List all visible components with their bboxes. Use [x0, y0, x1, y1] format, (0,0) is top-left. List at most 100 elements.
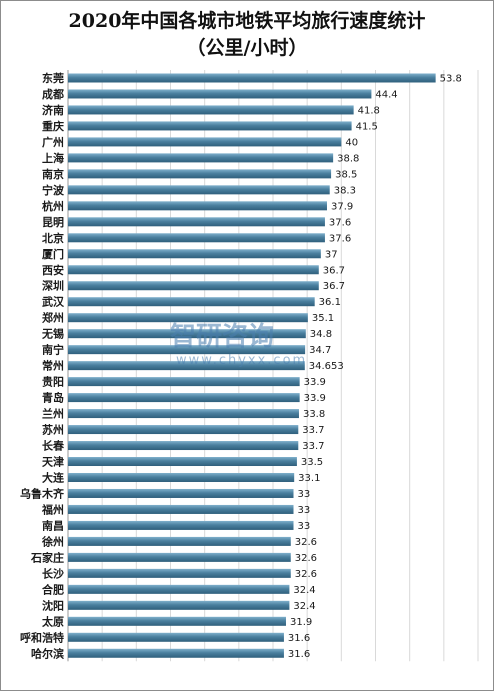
- bar-20: [68, 377, 300, 387]
- value-label: 32.6: [295, 537, 317, 548]
- bar-8: [68, 185, 330, 195]
- category-label: 石家庄: [30, 550, 64, 564]
- bar-9: [68, 201, 327, 211]
- category-label: 哈尔滨: [31, 646, 64, 660]
- chart-title: 2020年中国各城市地铁平均旅行速度统计: [68, 10, 426, 32]
- category-label: 南京: [42, 167, 64, 181]
- value-label: 34.7: [309, 345, 331, 356]
- value-label: 41.8: [358, 105, 380, 116]
- bar-22: [68, 409, 299, 419]
- bar-1: [68, 73, 436, 83]
- category-label: 厦门: [42, 247, 64, 261]
- value-label: 37.9: [331, 201, 353, 212]
- value-label: 33: [298, 521, 311, 532]
- category-label: 福州: [41, 502, 64, 516]
- category-label: 深圳: [42, 279, 64, 293]
- category-label: 贵阳: [42, 375, 64, 389]
- bar-4: [68, 121, 352, 131]
- bar-16: [68, 313, 308, 323]
- bar-6: [68, 153, 334, 163]
- value-label: 32.6: [295, 569, 317, 580]
- value-label: 33.5: [301, 457, 323, 468]
- value-label: 36.7: [323, 265, 345, 276]
- value-label: 31.6: [288, 649, 310, 660]
- category-label: 徐州: [41, 534, 64, 548]
- category-label: 南宁: [42, 343, 64, 357]
- bar-11: [68, 233, 325, 243]
- watermark-logo: 智研咨询: [170, 321, 274, 352]
- category-label: 济南: [42, 103, 64, 117]
- value-label: 37.6: [329, 233, 351, 244]
- value-label: 33.7: [302, 441, 324, 452]
- value-label: 32.6: [295, 553, 317, 564]
- category-label: 长沙: [42, 566, 64, 580]
- category-label: 北京: [42, 231, 64, 245]
- value-label: 33.8: [303, 409, 325, 420]
- bar-14: [68, 281, 319, 291]
- value-label: 40: [345, 137, 358, 148]
- value-label: 36.7: [323, 281, 345, 292]
- value-label: 38.5: [335, 169, 357, 180]
- value-label: 33: [298, 489, 311, 500]
- bar-3: [68, 105, 354, 115]
- bar-17: [68, 329, 306, 339]
- value-label: 34.653: [309, 361, 344, 372]
- value-label: 32.4: [293, 585, 315, 596]
- bar-15: [68, 297, 315, 307]
- category-label: 大连: [42, 470, 65, 484]
- category-label: 天津: [42, 455, 64, 469]
- category-label: 太原: [41, 614, 64, 628]
- value-label: 35.1: [312, 313, 334, 324]
- bar-33: [68, 584, 290, 594]
- value-label: 41.5: [356, 121, 378, 132]
- value-label: 33.9: [304, 377, 326, 388]
- bar-31: [68, 552, 291, 562]
- category-label: 成都: [42, 87, 64, 101]
- value-label: 31.6: [288, 633, 310, 644]
- bar-7: [68, 169, 332, 179]
- bar-37: [68, 648, 284, 658]
- bar-28: [68, 504, 294, 514]
- bar-13: [68, 265, 319, 275]
- value-label: 33.9: [304, 393, 326, 404]
- value-label: 33.1: [298, 473, 320, 484]
- category-label: 呼和浩特: [20, 630, 64, 644]
- chart-title-block: 2020年中国各城市地铁平均旅行速度统计 （公里/小时）: [0, 8, 494, 62]
- chart-subtitle: （公里/小时）: [186, 37, 308, 59]
- bar-32: [68, 568, 291, 578]
- value-label: 31.9: [290, 617, 312, 628]
- category-label: 昆明: [42, 216, 64, 229]
- value-label: 33.7: [302, 425, 324, 436]
- bar-19: [68, 361, 305, 371]
- bar-26: [68, 472, 295, 482]
- bar-5: [68, 137, 342, 147]
- category-label: 常州: [42, 359, 64, 373]
- category-label: 广州: [42, 135, 64, 149]
- bar-27: [68, 488, 294, 498]
- value-label: 38.3: [334, 185, 356, 196]
- category-label: 郑州: [42, 311, 64, 325]
- bar-21: [68, 393, 300, 403]
- bar-12: [68, 249, 321, 259]
- bar-18: [68, 345, 306, 355]
- category-label: 无锡: [41, 327, 64, 341]
- value-label: 53.8: [440, 73, 462, 84]
- category-label: 宁波: [42, 183, 65, 197]
- category-label: 沈阳: [42, 598, 64, 612]
- category-label: 青岛: [42, 391, 64, 405]
- value-label: 38.8: [337, 153, 359, 164]
- value-label: 33: [298, 505, 311, 516]
- value-label: 36.1: [319, 297, 341, 308]
- category-label: 西安: [42, 263, 64, 277]
- category-label: 苏州: [42, 423, 64, 437]
- bar-36: [68, 632, 284, 642]
- value-label: 37: [325, 249, 338, 260]
- bar-30: [68, 536, 291, 546]
- bar-2: [68, 89, 372, 99]
- value-label: 32.4: [293, 601, 315, 612]
- watermark-url: www.chyxx.com: [176, 353, 307, 368]
- category-label: 乌鲁木齐: [20, 486, 65, 500]
- bar-29: [68, 520, 294, 530]
- category-label: 兰州: [42, 407, 64, 421]
